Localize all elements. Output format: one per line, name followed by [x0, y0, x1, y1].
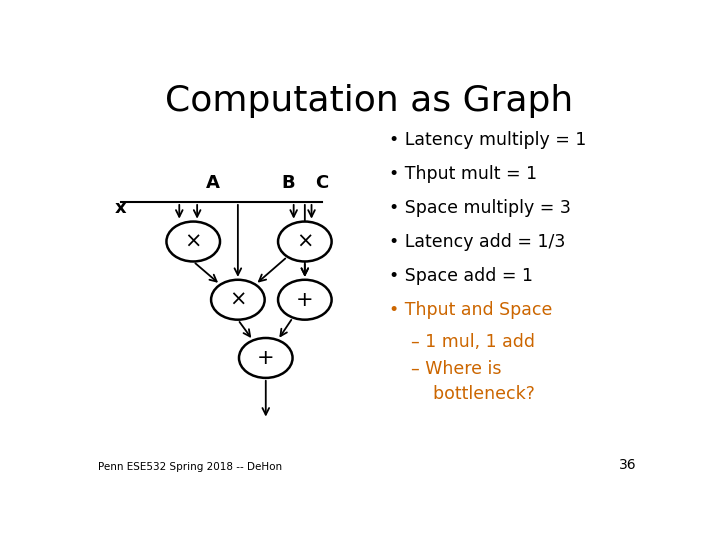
- Text: B: B: [282, 174, 295, 192]
- Text: • Thput and Space: • Thput and Space: [389, 301, 552, 319]
- Text: 36: 36: [619, 458, 637, 472]
- Circle shape: [278, 221, 332, 261]
- Text: • Thput mult = 1: • Thput mult = 1: [389, 165, 536, 183]
- Text: A: A: [206, 174, 220, 192]
- Text: • Latency multiply = 1: • Latency multiply = 1: [389, 131, 586, 149]
- Text: bottleneck?: bottleneck?: [411, 385, 535, 403]
- Text: Penn ESE532 Spring 2018 -- DeHon: Penn ESE532 Spring 2018 -- DeHon: [99, 462, 282, 472]
- Text: +: +: [296, 290, 314, 310]
- Text: – 1 mul, 1 add: – 1 mul, 1 add: [411, 333, 535, 351]
- Text: +: +: [257, 348, 274, 368]
- Circle shape: [278, 280, 332, 320]
- Circle shape: [239, 338, 292, 378]
- Text: x: x: [115, 199, 127, 217]
- Text: • Latency add = 1/3: • Latency add = 1/3: [389, 233, 565, 251]
- Circle shape: [211, 280, 265, 320]
- Text: • Space multiply = 3: • Space multiply = 3: [389, 199, 570, 217]
- Text: ×: ×: [184, 232, 202, 252]
- Text: – Where is: – Where is: [411, 360, 501, 378]
- Text: • Space add = 1: • Space add = 1: [389, 267, 533, 285]
- Circle shape: [166, 221, 220, 261]
- Text: C: C: [315, 174, 328, 192]
- Text: ×: ×: [229, 290, 247, 310]
- Text: Computation as Graph: Computation as Graph: [165, 84, 573, 118]
- Text: ×: ×: [296, 232, 314, 252]
